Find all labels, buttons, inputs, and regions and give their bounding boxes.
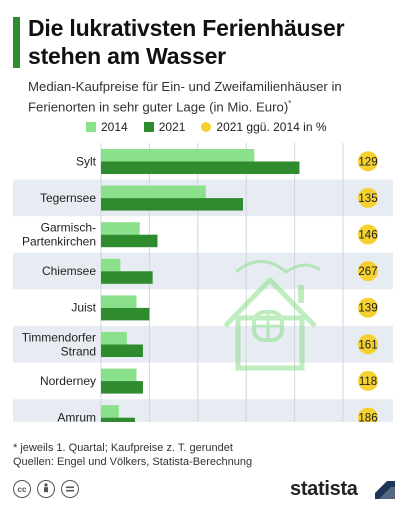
legend-swatch-2021 <box>143 122 154 132</box>
growth-label: 186 <box>358 413 377 423</box>
bar-2014 <box>101 185 206 199</box>
growth-dot <box>358 261 378 282</box>
chart-subtitle: Median-Kaufpreise für Ein- und Zweifamil… <box>28 78 398 115</box>
growth-dot <box>358 187 378 208</box>
bar-2021 <box>101 271 153 284</box>
legend-swatch-2014 <box>86 122 96 132</box>
legend-label-2014: 2014 <box>101 120 128 134</box>
cc-icon[interactable]: cc <box>13 480 31 498</box>
growth-label: 135 <box>358 193 377 205</box>
bar-chart: Sylt 129 Tegernsee 135 Garmisch-Partenkirche… <box>13 143 393 423</box>
bar-2014 <box>101 332 127 345</box>
chart-legend: 2014 2021 2021 ggü. 2014 in % <box>86 120 343 134</box>
bar-2021 <box>101 307 150 321</box>
legend-label-growth: 2021 ggü. 2014 in % <box>216 120 327 134</box>
bar-2014 <box>101 295 137 308</box>
bar-2021 <box>101 161 300 174</box>
growth-label: 161 <box>358 339 377 351</box>
bar-2021 <box>101 381 143 394</box>
nd-icon[interactable] <box>61 480 79 498</box>
chart-title: Die lukrativsten Ferienhäuser stehen am … <box>28 15 345 69</box>
category-label: Garmisch-Partenkirchen <box>22 221 96 249</box>
growth-dot <box>358 370 378 391</box>
growth-label: 118 <box>359 376 377 388</box>
growth-label: 267 <box>358 266 377 278</box>
category-label: Tegernsee <box>40 191 96 205</box>
bar-2021 <box>101 344 143 357</box>
legend-item-2014: 2014 <box>86 120 128 134</box>
footnote-source: Quellen: Engel und Völkers, Statista-Ber… <box>13 456 253 468</box>
row-band <box>13 326 393 363</box>
bar-2021 <box>101 234 158 248</box>
title-accent-bar <box>13 17 20 68</box>
statista-logo-icon <box>375 481 395 499</box>
growth-dot <box>358 407 378 422</box>
category-label: Juist <box>71 301 96 315</box>
category-label: Norderney <box>40 374 96 388</box>
row-band <box>13 252 393 290</box>
footnote: * jeweils 1. Quartal; Kaufpreise z. T. g… <box>13 441 393 469</box>
growth-dot <box>358 224 378 245</box>
bar-2014 <box>101 258 121 272</box>
bar-2021 <box>101 417 135 422</box>
legend-item-growth: 2021 ggü. 2014 in % <box>201 120 327 134</box>
category-label: Timmendorfer Strand <box>22 330 96 358</box>
growth-dot <box>358 151 378 172</box>
category-label: Chiemsee <box>42 264 96 278</box>
growth-label: 146 <box>358 230 377 242</box>
bar-2014 <box>101 368 137 382</box>
license-icons: cc <box>13 480 85 498</box>
footnote-note: * jeweils 1. Quartal; Kaufpreise z. T. g… <box>13 442 233 454</box>
bar-2021 <box>101 198 243 211</box>
growth-label: 139 <box>358 303 377 315</box>
house-icon <box>223 260 321 371</box>
subtitle-footnote-mark: * <box>288 99 292 108</box>
legend-item-2021: 2021 <box>143 120 186 134</box>
growth-dot <box>358 297 378 318</box>
category-label: Sylt <box>76 154 97 168</box>
growth-dot <box>358 334 378 355</box>
bar-2014 <box>101 222 140 235</box>
bar-2014 <box>101 405 119 418</box>
category-label: Amrum <box>57 411 96 423</box>
growth-label: 129 <box>358 156 377 168</box>
legend-dot-growth <box>201 122 212 132</box>
bar-2014 <box>101 149 255 162</box>
statista-logo-text[interactable]: statista <box>290 478 358 500</box>
subtitle-text: Median-Kaufpreise für Ein- und Zweifamil… <box>28 79 342 115</box>
by-icon[interactable] <box>37 480 55 498</box>
legend-label-2021: 2021 <box>158 120 186 134</box>
